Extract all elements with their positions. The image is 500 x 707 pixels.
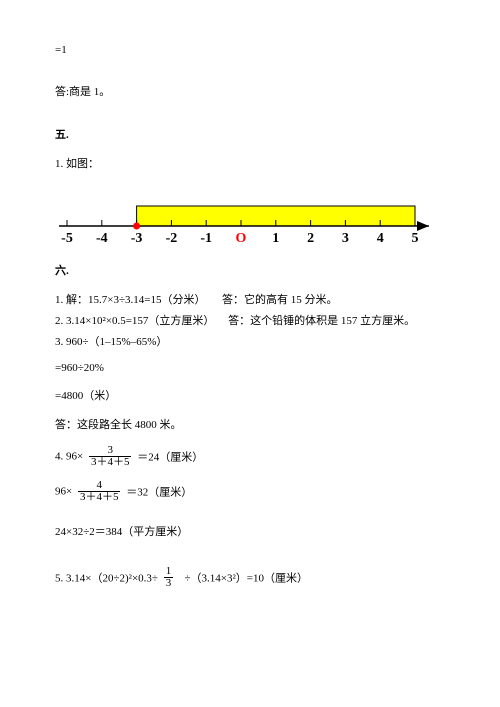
q6-4-pre: 4. 96× — [55, 451, 83, 463]
q5-1-caption: 1. 如图： — [55, 155, 445, 171]
page: =1 答:商是 1。 五. 1. 如图： -5 -4 -3 -2 -1 O 1 2 3 4 5 六.… — [0, 0, 500, 707]
q6-5-b: ÷（3.14×3²）=10（厘米） — [184, 573, 308, 585]
svg-text:4: 4 — [377, 231, 384, 246]
q6-4-res2: ＝32（厘米） — [126, 487, 192, 499]
svg-text:-4: -4 — [96, 231, 108, 246]
fraction-3-over-sum: 3 3＋4＋5 — [89, 445, 132, 468]
q6-2-ans: 答：这个铅锤的体积是 157 立方厘米。 — [228, 315, 415, 327]
section-6-title: 六. — [55, 262, 445, 278]
section-5-title: 五. — [55, 126, 445, 142]
frac-num: 4 — [78, 480, 121, 491]
q6-1: 1. 解：15.7×3÷3.14=15（分米） 答：它的高有 15 分米。 — [55, 291, 445, 307]
q6-5-a: 5. 3.14×（20÷2)²×0.3÷ — [55, 573, 158, 585]
frac-den: 3＋4＋5 — [89, 456, 132, 468]
text-ans-quotient: 答:商是 1。 — [55, 83, 445, 99]
frac-den: 3＋4＋5 — [78, 491, 121, 503]
frac-den: 3 — [164, 577, 174, 589]
svg-text:1: 1 — [272, 231, 279, 246]
q6-4-line2: 96× 4 3＋4＋5 ＝32（厘米） — [55, 480, 445, 503]
q6-3a: 3. 960÷（1–15%–65%） — [55, 333, 445, 349]
q6-5: 5. 3.14×（20÷2)²×0.3÷ 1 3 ÷（3.14×3²）=10（厘… — [55, 566, 445, 589]
svg-text:O: O — [236, 231, 247, 246]
svg-text:-2: -2 — [166, 231, 178, 246]
svg-text:2: 2 — [307, 231, 314, 246]
svg-text:3: 3 — [342, 231, 349, 246]
q6-3d: 答：这段路全长 4800 米。 — [55, 416, 445, 432]
svg-text:5: 5 — [412, 231, 419, 246]
q6-4-pre2: 96× — [55, 486, 72, 498]
number-line-figure: -5 -4 -3 -2 -1 O 1 2 3 4 5 — [55, 196, 445, 252]
q6-4-res1: ＝24（厘米） — [137, 452, 203, 464]
q6-1-calc: 1. 解：15.7×3÷3.14=15（分米） — [55, 294, 205, 306]
q6-2-calc: 2. 3.14×10²×0.5=157（立方厘米） — [55, 315, 214, 327]
q6-4-line3: 24×32÷2＝384（平方厘米） — [55, 523, 445, 539]
fraction-1-3: 1 3 — [164, 566, 174, 589]
frac-num: 3 — [89, 445, 132, 456]
q6-3c: =4800（米） — [55, 387, 445, 403]
q6-1-ans: 答：它的高有 15 分米。 — [222, 294, 338, 306]
svg-text:-1: -1 — [200, 231, 212, 246]
q6-4-line1: 4. 96× 3 3＋4＋5 ＝24（厘米） — [55, 445, 445, 468]
svg-text:-3: -3 — [131, 231, 143, 246]
q6-2: 2. 3.14×10²×0.5=157（立方厘米） 答：这个铅锤的体积是 157… — [55, 312, 445, 328]
svg-text:-5: -5 — [61, 231, 73, 246]
frac-num: 1 — [164, 566, 174, 577]
q6-3b: =960÷20% — [55, 362, 445, 374]
fraction-4-over-sum: 4 3＋4＋5 — [78, 480, 121, 503]
text-eq-1: =1 — [55, 44, 445, 56]
